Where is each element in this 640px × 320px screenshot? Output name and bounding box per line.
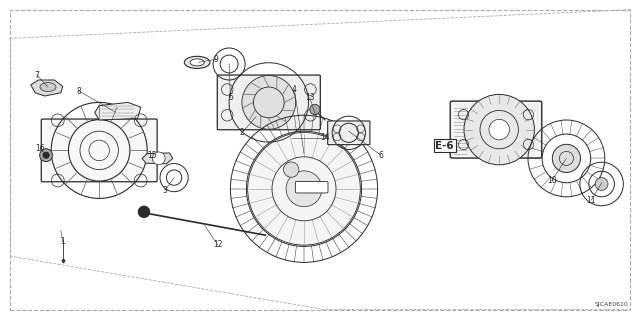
- Ellipse shape: [595, 178, 608, 190]
- Text: 8: 8: [77, 87, 82, 96]
- FancyBboxPatch shape: [217, 75, 320, 130]
- FancyBboxPatch shape: [328, 121, 370, 145]
- Ellipse shape: [284, 162, 299, 177]
- Text: 7: 7: [35, 71, 40, 80]
- FancyBboxPatch shape: [295, 181, 328, 193]
- Ellipse shape: [552, 144, 580, 172]
- Text: 15: 15: [147, 151, 157, 160]
- Text: 2: 2: [239, 128, 244, 137]
- Text: 16: 16: [35, 144, 45, 153]
- Ellipse shape: [40, 83, 56, 92]
- Ellipse shape: [242, 76, 296, 129]
- Polygon shape: [142, 153, 173, 164]
- Text: 14: 14: [320, 133, 330, 142]
- Text: 6: 6: [378, 151, 383, 160]
- Ellipse shape: [286, 171, 322, 207]
- Text: SJCAE0610: SJCAE0610: [595, 302, 628, 307]
- Text: E-6: E-6: [435, 140, 454, 151]
- Text: 12: 12: [213, 240, 222, 249]
- Ellipse shape: [464, 94, 534, 165]
- Polygon shape: [31, 80, 63, 96]
- Ellipse shape: [138, 206, 150, 218]
- FancyBboxPatch shape: [451, 101, 541, 158]
- Ellipse shape: [184, 56, 210, 68]
- Ellipse shape: [489, 119, 509, 140]
- Text: 11: 11: [587, 196, 596, 204]
- Text: 9: 9: [214, 55, 219, 64]
- Text: 4: 4: [292, 85, 297, 94]
- Ellipse shape: [152, 152, 165, 165]
- Text: 3: 3: [163, 186, 168, 195]
- Text: 10: 10: [547, 176, 557, 185]
- FancyBboxPatch shape: [41, 119, 157, 182]
- Text: 5: 5: [228, 93, 233, 102]
- Text: 13: 13: [305, 93, 315, 102]
- Ellipse shape: [43, 152, 49, 158]
- Ellipse shape: [190, 59, 204, 66]
- Ellipse shape: [40, 149, 52, 162]
- Ellipse shape: [248, 132, 360, 245]
- Polygon shape: [95, 102, 141, 120]
- Text: 1: 1: [60, 237, 65, 246]
- Ellipse shape: [310, 104, 320, 115]
